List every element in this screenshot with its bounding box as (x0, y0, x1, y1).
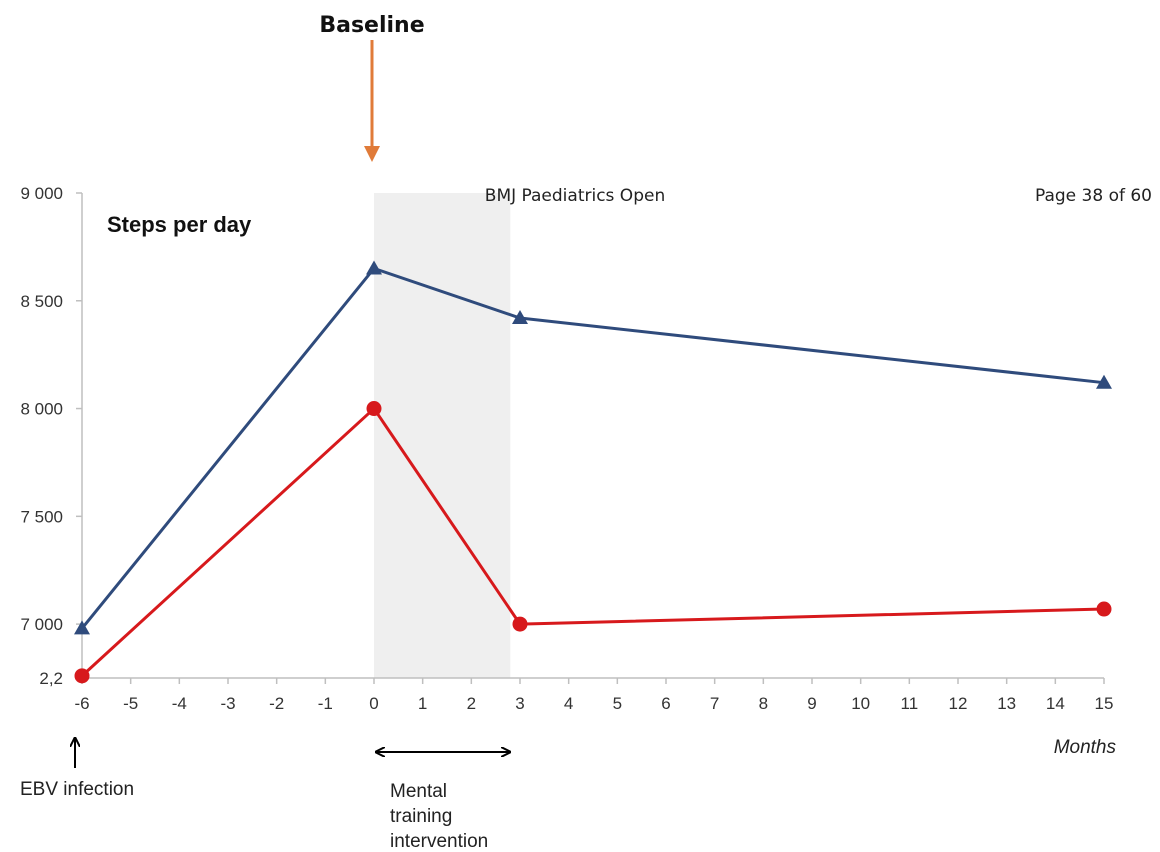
x-axis-title: Months (1054, 737, 1117, 758)
series-line-circle (82, 409, 1104, 676)
intervention-label-line-1: Mental (390, 781, 447, 802)
x-tick-label: 1 (418, 694, 427, 713)
y-tick-label: 7 500 (20, 507, 63, 526)
baseline-arrow (364, 40, 380, 162)
intervention-label-line-3: intervention (390, 831, 488, 852)
y-tick-label: 8 500 (20, 292, 63, 311)
x-tick-label: 2 (467, 694, 476, 713)
page-number: Page 38 of 60 (1035, 186, 1152, 206)
intervention-period-shading (374, 193, 510, 678)
x-tick-label: 13 (997, 694, 1016, 713)
series-layer (74, 260, 1112, 683)
data-point-circle (75, 668, 90, 683)
data-point-circle (367, 401, 382, 416)
x-tick-label: 10 (851, 694, 870, 713)
ebv-infection-label: EBV infection (20, 779, 134, 800)
x-tick-label: 0 (369, 694, 378, 713)
x-tick-label: 12 (949, 694, 968, 713)
x-tick-label: 15 (1095, 694, 1114, 713)
x-tick-label: -2 (269, 694, 284, 713)
intervention-label-line-2: training (390, 806, 452, 827)
y-tick-label: 8 000 (20, 400, 63, 419)
x-axis-ticks: -6 -5 -4 -3 -2 -1 0 1 2 3 4 5 6 7 8 9 10 11 12 13 14 15 (74, 678, 1113, 713)
x-tick-label: 5 (613, 694, 622, 713)
x-tick-label: 4 (564, 694, 573, 713)
x-tick-label: 11 (901, 694, 919, 713)
chart-title: Steps per day (107, 212, 252, 237)
journal-name: BMJ Paediatrics Open (485, 186, 665, 206)
x-tick-label: 7 (710, 694, 719, 713)
x-tick-label: -4 (172, 694, 187, 713)
y-tick-label: 7 000 (20, 615, 63, 634)
x-tick-label: -5 (123, 694, 138, 713)
x-tick-label: -3 (220, 694, 235, 713)
y-tick-label: 2,2 (39, 669, 63, 688)
x-tick-label: 3 (515, 694, 524, 713)
x-tick-label: -6 (74, 694, 89, 713)
baseline-label: Baseline (319, 13, 424, 38)
x-tick-label: 6 (661, 694, 670, 713)
x-tick-label: -1 (318, 694, 333, 713)
x-tick-label: 8 (759, 694, 768, 713)
y-axis-ticks: 2,2 7 000 7 500 8 000 8 500 9 000 (20, 184, 82, 688)
series-line-triangle (82, 268, 1104, 628)
data-point-circle (1097, 602, 1112, 617)
x-tick-label: 14 (1046, 694, 1065, 713)
x-tick-label: 9 (807, 694, 816, 713)
data-point-circle (513, 617, 528, 632)
y-tick-label: 9 000 (20, 184, 63, 203)
